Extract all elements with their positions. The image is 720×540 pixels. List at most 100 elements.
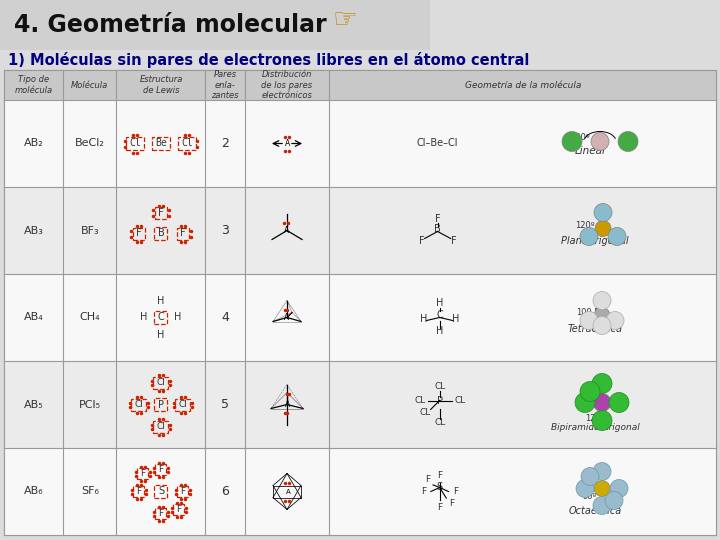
Text: F: F xyxy=(176,505,181,514)
FancyBboxPatch shape xyxy=(4,274,716,361)
Text: H: H xyxy=(157,329,165,340)
Text: 6: 6 xyxy=(221,485,229,498)
Text: BeCl₂: BeCl₂ xyxy=(75,138,104,149)
Text: A: A xyxy=(285,139,291,148)
Text: F: F xyxy=(140,469,145,478)
Text: F: F xyxy=(136,228,142,239)
Text: 4: 4 xyxy=(221,311,229,324)
Text: ☞: ☞ xyxy=(333,6,358,34)
Circle shape xyxy=(580,312,598,329)
Circle shape xyxy=(595,220,611,237)
Text: C: C xyxy=(436,309,443,320)
Text: Cl: Cl xyxy=(179,400,187,409)
FancyBboxPatch shape xyxy=(0,0,430,50)
Text: F: F xyxy=(451,235,456,246)
Circle shape xyxy=(593,316,611,334)
Text: F: F xyxy=(421,487,426,496)
Text: Tipo de
molécula: Tipo de molécula xyxy=(14,75,53,94)
Text: AB₃: AB₃ xyxy=(24,226,43,235)
Text: PCl₅: PCl₅ xyxy=(78,400,101,409)
Text: Cl: Cl xyxy=(135,400,143,409)
Circle shape xyxy=(592,374,612,394)
Text: Be: Be xyxy=(155,138,167,149)
Text: A: A xyxy=(285,400,291,409)
Circle shape xyxy=(593,394,611,411)
Text: Lineal: Lineal xyxy=(575,146,606,157)
Text: 5: 5 xyxy=(221,398,229,411)
Circle shape xyxy=(606,312,624,329)
Text: F: F xyxy=(435,213,441,224)
Text: 90º: 90º xyxy=(582,492,597,501)
Text: H: H xyxy=(174,313,181,322)
Text: B: B xyxy=(158,228,164,239)
Text: Tetraédrica: Tetraédrica xyxy=(567,325,623,334)
Text: Molécula: Molécula xyxy=(71,80,109,90)
Text: AB₅: AB₅ xyxy=(24,400,43,409)
Text: B: B xyxy=(434,224,441,233)
Circle shape xyxy=(610,480,628,497)
Text: 120º: 120º xyxy=(585,414,605,423)
Text: CL: CL xyxy=(454,396,465,405)
Circle shape xyxy=(609,393,629,413)
Text: CL: CL xyxy=(414,396,426,405)
Text: AB₂: AB₂ xyxy=(24,138,43,149)
Circle shape xyxy=(618,132,638,152)
Text: F: F xyxy=(449,499,454,508)
Text: A: A xyxy=(284,226,289,235)
Text: F: F xyxy=(158,509,163,518)
Circle shape xyxy=(576,480,594,497)
Circle shape xyxy=(593,292,611,309)
Text: F: F xyxy=(453,487,458,496)
Text: H: H xyxy=(436,299,444,308)
Text: H: H xyxy=(436,327,444,336)
Text: Cl: Cl xyxy=(181,138,193,149)
Text: 109,5º: 109,5º xyxy=(576,308,604,317)
Circle shape xyxy=(594,481,610,496)
Text: CL: CL xyxy=(419,408,431,417)
Text: H: H xyxy=(420,314,428,323)
Text: F: F xyxy=(437,471,442,480)
Text: Bipiramidal trigonal: Bipiramidal trigonal xyxy=(551,423,639,432)
Text: 120º: 120º xyxy=(575,221,595,230)
Text: P: P xyxy=(158,400,164,409)
Text: Cl: Cl xyxy=(156,422,166,431)
Text: Cl: Cl xyxy=(129,138,141,149)
Circle shape xyxy=(580,227,598,246)
Text: F: F xyxy=(437,503,442,512)
Text: C: C xyxy=(158,313,164,322)
Text: 180º: 180º xyxy=(570,133,590,142)
Text: A: A xyxy=(284,313,289,322)
Circle shape xyxy=(593,496,611,515)
FancyBboxPatch shape xyxy=(4,361,716,448)
Text: Cl–Be–Cl: Cl–Be–Cl xyxy=(417,138,459,149)
Text: 2: 2 xyxy=(221,137,229,150)
Circle shape xyxy=(591,132,609,151)
Text: F: F xyxy=(181,487,186,496)
Text: CH₄: CH₄ xyxy=(79,313,100,322)
Text: F: F xyxy=(180,228,186,239)
Text: 4. Geometría molecular: 4. Geometría molecular xyxy=(14,13,327,37)
Circle shape xyxy=(608,227,626,246)
Text: Cl: Cl xyxy=(156,378,166,387)
Text: Plana trigonal: Plana trigonal xyxy=(561,235,629,246)
Text: H: H xyxy=(157,295,165,306)
Circle shape xyxy=(605,491,623,510)
Text: F: F xyxy=(158,207,164,218)
Text: 3: 3 xyxy=(221,224,229,237)
Text: SF₆: SF₆ xyxy=(81,487,99,496)
Circle shape xyxy=(580,381,600,402)
Text: Estructura
de Lewis: Estructura de Lewis xyxy=(139,75,183,94)
Text: AB₆: AB₆ xyxy=(24,487,43,496)
Text: BF₃: BF₃ xyxy=(81,226,99,235)
Circle shape xyxy=(575,393,595,413)
Text: Distribución
de los pares
electrónicos: Distribución de los pares electrónicos xyxy=(261,70,312,100)
Text: Pares
enla-
zantes: Pares enla- zantes xyxy=(212,70,239,100)
FancyBboxPatch shape xyxy=(4,70,716,535)
FancyBboxPatch shape xyxy=(4,100,716,187)
Text: F: F xyxy=(425,475,430,484)
FancyBboxPatch shape xyxy=(4,187,716,274)
Text: 1) Moléculas sin pares de electrones libres en el átomo central: 1) Moléculas sin pares de electrones lib… xyxy=(8,52,529,68)
Text: P: P xyxy=(436,395,443,406)
FancyBboxPatch shape xyxy=(4,448,716,535)
Text: F: F xyxy=(158,465,163,474)
